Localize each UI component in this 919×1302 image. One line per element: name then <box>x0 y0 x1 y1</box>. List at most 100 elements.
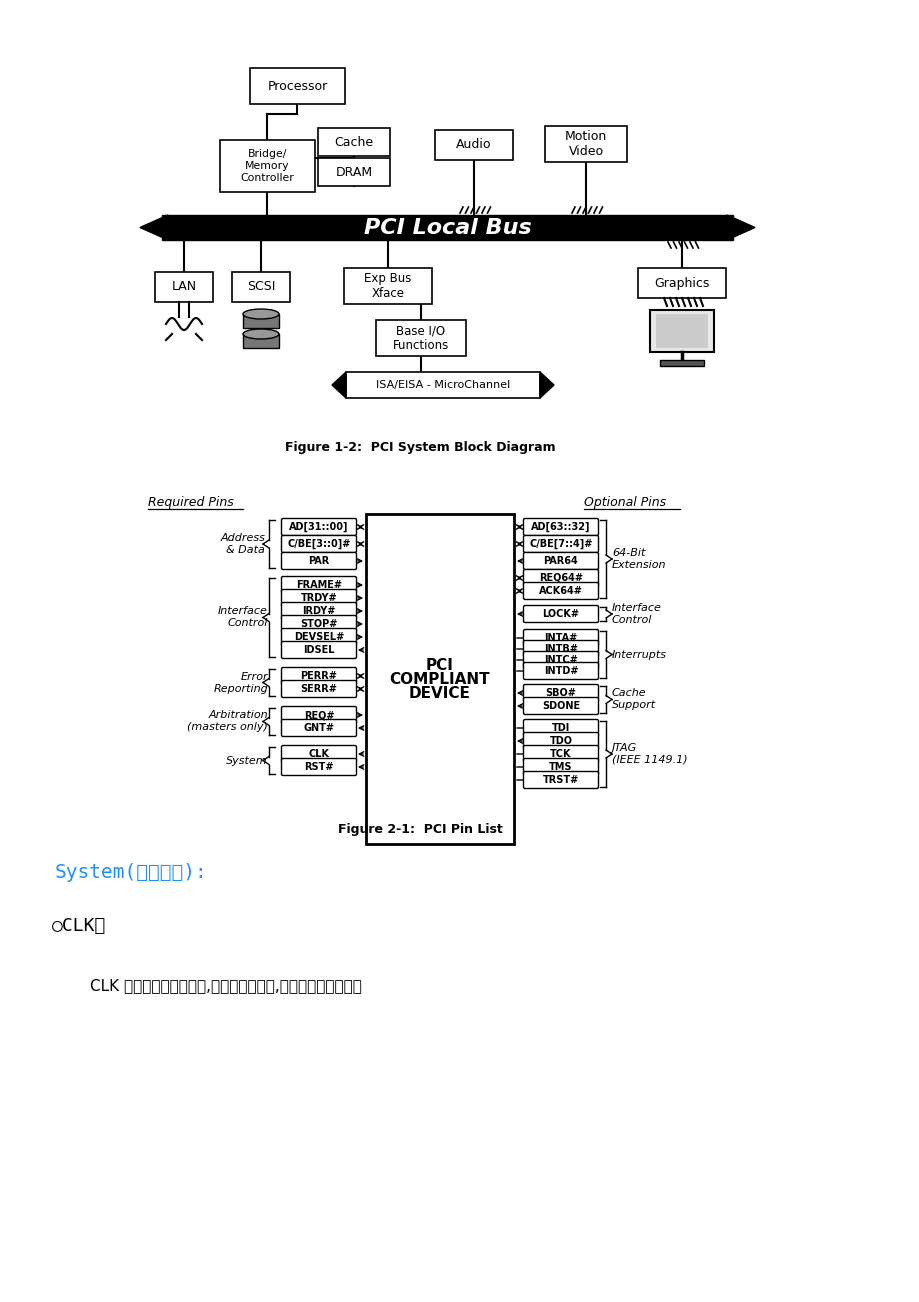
Text: Bridge/
Memory
Controller: Bridge/ Memory Controller <box>241 150 294 182</box>
Text: SCSI: SCSI <box>246 280 275 293</box>
Bar <box>232 272 289 302</box>
Text: ○CLK：: ○CLK： <box>52 917 107 935</box>
Text: PAR: PAR <box>308 556 329 566</box>
Polygon shape <box>332 372 346 398</box>
Text: TMS: TMS <box>549 762 573 772</box>
Text: Interrupts: Interrupts <box>611 650 666 660</box>
FancyBboxPatch shape <box>523 720 598 737</box>
Text: DEVICE: DEVICE <box>409 685 471 700</box>
Text: SBO#: SBO# <box>545 687 576 698</box>
Bar <box>162 215 732 240</box>
Text: TDI: TDI <box>551 723 570 733</box>
FancyBboxPatch shape <box>281 590 357 607</box>
FancyBboxPatch shape <box>281 642 357 659</box>
Text: TCK: TCK <box>550 749 571 759</box>
FancyBboxPatch shape <box>281 552 357 569</box>
FancyBboxPatch shape <box>281 707 357 724</box>
Bar <box>366 514 514 844</box>
Bar <box>220 141 314 191</box>
Bar <box>650 310 713 352</box>
Text: 64-Bit: 64-Bit <box>611 548 644 559</box>
FancyBboxPatch shape <box>523 698 598 715</box>
FancyBboxPatch shape <box>281 746 357 763</box>
Bar <box>154 272 213 302</box>
Text: Reporting: Reporting <box>213 684 267 694</box>
FancyBboxPatch shape <box>523 772 598 789</box>
Bar <box>544 126 627 161</box>
Text: CLK 讯号为一种输入讯号,其提供所有交易,涉及总线仲裁等的时: CLK 讯号为一种输入讯号,其提供所有交易,涉及总线仲裁等的时 <box>90 979 361 993</box>
Text: Extension: Extension <box>611 560 665 570</box>
Bar <box>318 128 390 156</box>
Text: IDSEL: IDSEL <box>303 644 335 655</box>
Text: C/BE[7::4]#: C/BE[7::4]# <box>528 539 592 549</box>
FancyBboxPatch shape <box>523 663 598 680</box>
Text: PAR64: PAR64 <box>543 556 578 566</box>
FancyBboxPatch shape <box>523 569 598 586</box>
Text: DRAM: DRAM <box>335 165 372 178</box>
Text: Arbitration: Arbitration <box>208 711 267 720</box>
FancyBboxPatch shape <box>523 685 598 702</box>
Ellipse shape <box>243 309 278 319</box>
Text: TDO: TDO <box>549 736 572 746</box>
Text: Control: Control <box>227 618 267 629</box>
Text: Figure 2-1:  PCI Pin List: Figure 2-1: PCI Pin List <box>337 823 502 836</box>
Text: Address: Address <box>220 533 265 543</box>
Text: REQ#: REQ# <box>303 710 334 720</box>
Bar <box>655 314 708 348</box>
Text: AD[31::00]: AD[31::00] <box>289 522 348 533</box>
Text: Support: Support <box>611 700 655 711</box>
Bar <box>659 359 703 366</box>
Text: Graphics: Graphics <box>653 276 709 289</box>
Polygon shape <box>140 215 168 240</box>
Text: Figure 1-2:  PCI System Block Diagram: Figure 1-2: PCI System Block Diagram <box>284 441 555 454</box>
Text: IRDY#: IRDY# <box>302 605 335 616</box>
Text: SERR#: SERR# <box>301 684 337 694</box>
Text: System(系统讯号):: System(系统讯号): <box>55 862 208 881</box>
Text: (IEEE 1149.1): (IEEE 1149.1) <box>611 755 686 766</box>
FancyBboxPatch shape <box>281 681 357 698</box>
Ellipse shape <box>243 329 278 339</box>
Text: Error: Error <box>240 672 267 681</box>
Text: Cache: Cache <box>611 689 646 698</box>
FancyBboxPatch shape <box>523 733 598 750</box>
FancyBboxPatch shape <box>281 668 357 685</box>
Text: (masters only): (masters only) <box>187 723 267 733</box>
Bar <box>435 130 513 160</box>
FancyBboxPatch shape <box>281 616 357 633</box>
Text: Interface: Interface <box>611 603 661 613</box>
Polygon shape <box>539 372 553 398</box>
Text: AD[63::32]: AD[63::32] <box>530 522 590 533</box>
Text: CLK: CLK <box>308 749 329 759</box>
FancyBboxPatch shape <box>281 720 357 737</box>
Text: SDONE: SDONE <box>541 700 580 711</box>
Text: TRST#: TRST# <box>542 775 578 785</box>
FancyBboxPatch shape <box>523 651 598 668</box>
Text: DEVSEL#: DEVSEL# <box>293 631 344 642</box>
Bar <box>243 314 278 328</box>
Text: PCI Local Bus: PCI Local Bus <box>363 217 531 237</box>
Text: C/BE[3::0]#: C/BE[3::0]# <box>287 539 350 549</box>
Text: Base I/O
Functions: Base I/O Functions <box>392 324 448 352</box>
FancyBboxPatch shape <box>523 518 598 535</box>
FancyBboxPatch shape <box>523 582 598 599</box>
Text: Control: Control <box>611 615 652 625</box>
Text: INTB#: INTB# <box>543 644 577 654</box>
Text: Processor: Processor <box>267 79 327 92</box>
Text: & Data: & Data <box>226 546 265 555</box>
Text: GNT#: GNT# <box>303 723 335 733</box>
Polygon shape <box>726 215 754 240</box>
Text: STOP#: STOP# <box>300 618 337 629</box>
FancyBboxPatch shape <box>281 603 357 620</box>
Text: Optional Pins: Optional Pins <box>584 496 665 509</box>
Text: Motion
Video: Motion Video <box>564 130 607 158</box>
Text: REQ64#: REQ64# <box>539 573 583 583</box>
Bar <box>243 335 278 348</box>
Text: Cache: Cache <box>335 135 373 148</box>
Text: Interface: Interface <box>218 607 267 617</box>
Bar <box>318 158 390 186</box>
FancyBboxPatch shape <box>523 629 598 647</box>
Text: Exp Bus
Xface: Exp Bus Xface <box>364 272 411 299</box>
FancyBboxPatch shape <box>281 518 357 535</box>
Text: LOCK#: LOCK# <box>542 609 579 618</box>
Text: PERR#: PERR# <box>301 671 337 681</box>
